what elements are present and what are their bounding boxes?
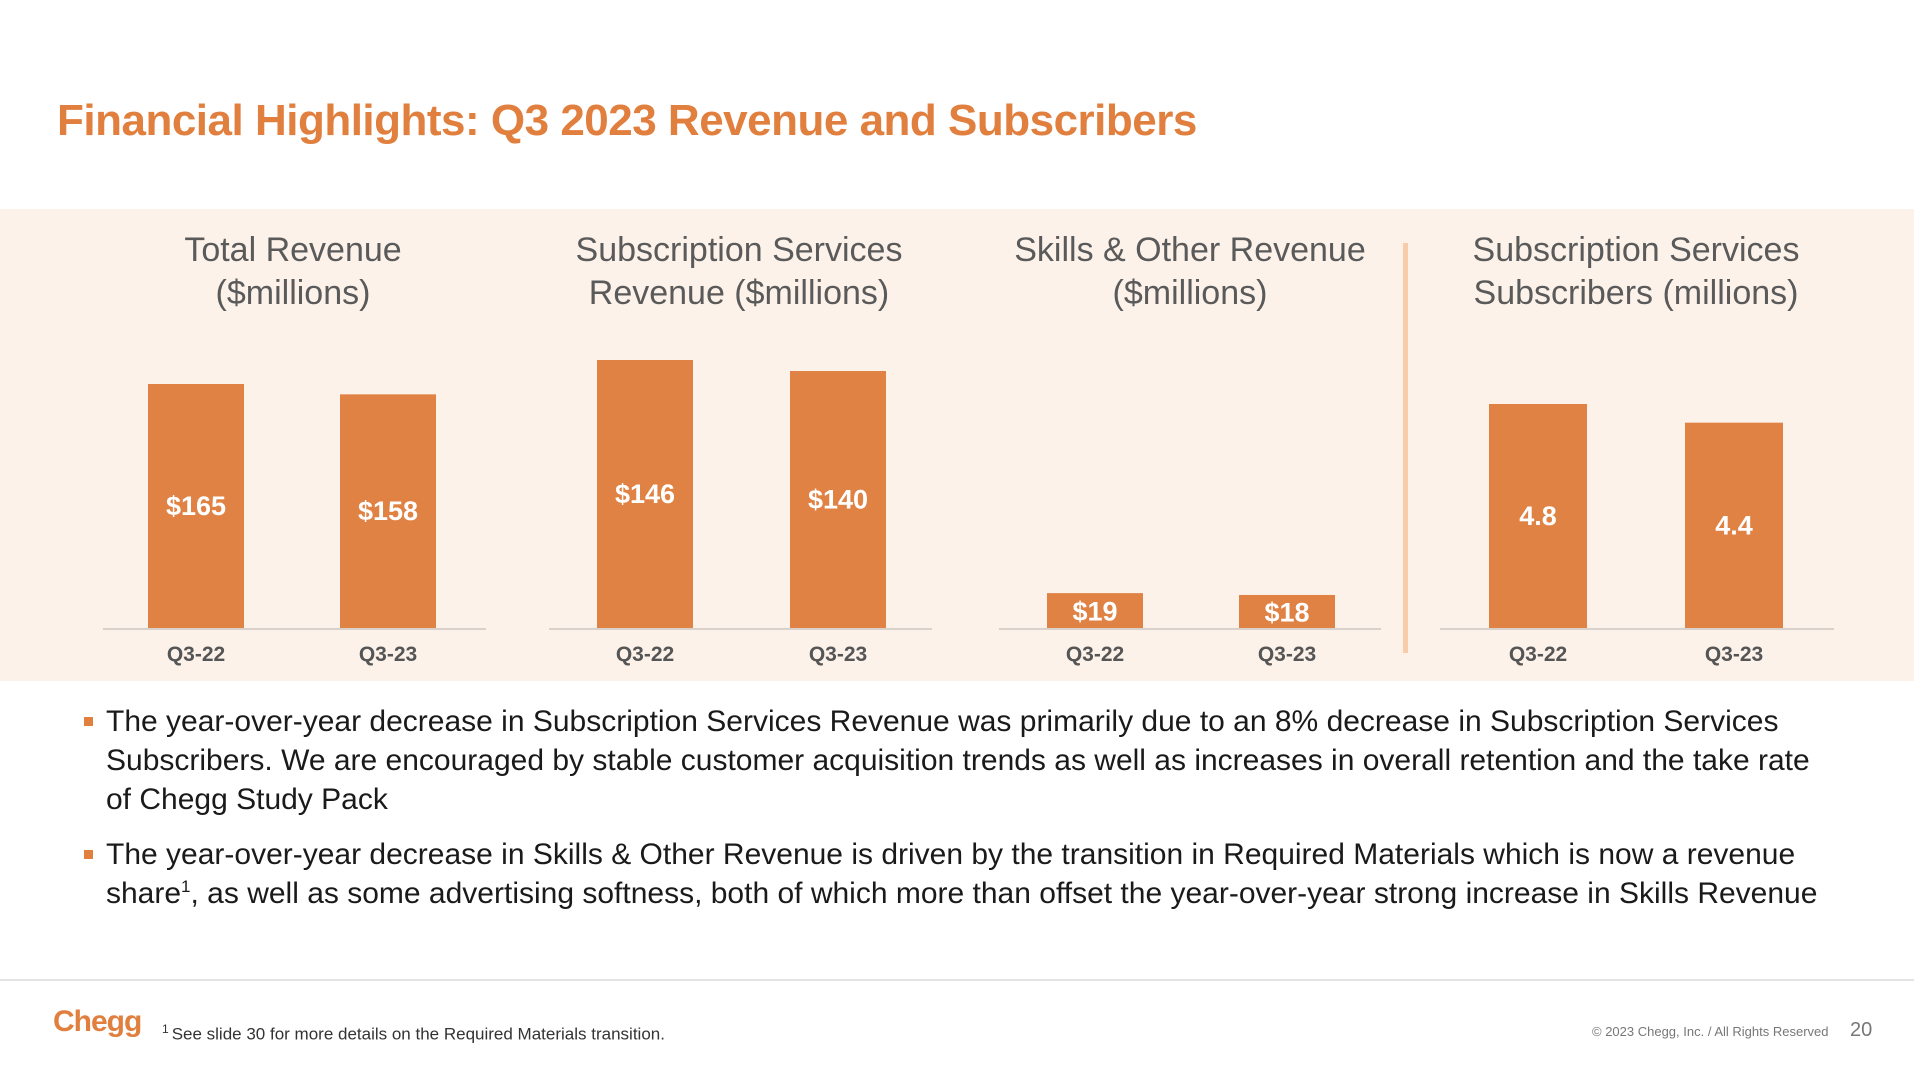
x-tick-label: Q3-22 xyxy=(167,643,225,666)
footnote-text: See slide 30 for more details on the Req… xyxy=(171,1024,665,1044)
chart-skills-other-revenue: Skills & Other Revenue ($millions) $19 Q3… xyxy=(997,209,1383,681)
bar-q3-22 xyxy=(148,384,244,628)
page-title: Financial Highlights: Q3 2023 Revenue an… xyxy=(57,96,1197,145)
copyright: © 2023 Chegg, Inc. / All Rights Reserved xyxy=(1592,1024,1829,1039)
chart-subscribers: Subscription Services Subscribers (milli… xyxy=(1438,209,1834,681)
x-tick-label: Q3-22 xyxy=(1066,643,1124,666)
chart-title: Total Revenue ($millions) xyxy=(100,229,486,315)
bar-value-label: $140 xyxy=(808,485,868,515)
bar-q3-23 xyxy=(1239,594,1335,628)
bar-value-label: $18 xyxy=(1264,597,1309,627)
bullet-square-icon xyxy=(84,850,93,859)
bar-value-label: 4.8 xyxy=(1519,501,1557,531)
x-tick-label: Q3-23 xyxy=(809,643,867,666)
bar-q3-23 xyxy=(790,371,886,628)
chart-title: Subscription Services Subscribers (milli… xyxy=(1438,229,1834,315)
bar-value-label: $19 xyxy=(1072,597,1117,627)
bar-value-label: $146 xyxy=(615,479,675,509)
bullet-text: The year-over-year decrease in Subscript… xyxy=(106,705,1810,816)
chart-title-line-2: Subscribers (millions) xyxy=(1473,274,1799,312)
chart-title-line-2: ($millions) xyxy=(1112,274,1268,312)
chart-svg: $19 Q3-22 $18 Q3-23 xyxy=(999,593,1381,666)
chart-title-line-1: Subscription Services xyxy=(1472,231,1800,269)
footnote-mark: 1 xyxy=(162,1022,169,1036)
bar-q3-22 xyxy=(1489,404,1587,628)
footnote-reference: 1 xyxy=(181,877,191,896)
bullet-item: The year-over-year decrease in Skills & … xyxy=(82,835,1842,913)
bar-value-label: $158 xyxy=(358,496,418,526)
bar-q3-23 xyxy=(340,394,436,628)
x-tick-label: Q3-23 xyxy=(1705,643,1763,666)
charts-panel: Total Revenue ($millions) $165 Q3-22 $158 Q… xyxy=(0,209,1914,681)
chart-title: Subscription Services Revenue ($millions… xyxy=(546,229,932,315)
commentary-bullets: The year-over-year decrease in Subscript… xyxy=(82,702,1842,929)
bar-value-label: $165 xyxy=(166,491,226,521)
chart-title-line-1: Skills & Other Revenue xyxy=(1014,231,1366,269)
chart-svg: 4.8 Q3-22 4.4 Q3-23 xyxy=(1440,404,1834,666)
bar-q3-22 xyxy=(1047,593,1143,628)
x-tick-label: Q3-23 xyxy=(1258,643,1316,666)
chart-divider xyxy=(1403,243,1408,653)
chart-title: Skills & Other Revenue ($millions) xyxy=(997,229,1383,315)
x-tick-label: Q3-22 xyxy=(1509,643,1567,666)
chart-svg: $165 Q3-22 $158 Q3-23 xyxy=(103,384,486,666)
chart-title-line-2: Revenue ($millions) xyxy=(588,274,890,312)
chart-title-line-1: Total Revenue xyxy=(184,231,402,269)
bullet-text-start: The year-over-year decrease in Skills & … xyxy=(106,838,1796,910)
chart-subscription-revenue: Subscription Services Revenue ($millions… xyxy=(546,209,932,681)
bar-q3-22 xyxy=(597,360,693,628)
bullet-text-end: , as well as some advertising softness, … xyxy=(190,877,1818,910)
x-tick-label: Q3-22 xyxy=(616,643,674,666)
page-number: 20 xyxy=(1850,1019,1873,1041)
bar-q3-23 xyxy=(1685,422,1783,628)
chart-total-revenue: Total Revenue ($millions) $165 Q3-22 $158 Q… xyxy=(100,209,486,681)
chart-title-line-1: Subscription Services xyxy=(575,231,903,269)
x-tick-label: Q3-23 xyxy=(359,643,417,666)
bullet-square-icon xyxy=(84,717,93,726)
chart-title-line-2: ($millions) xyxy=(215,274,371,312)
bar-value-label: 4.4 xyxy=(1715,510,1753,540)
chart-svg: $146 Q3-22 $140 Q3-23 xyxy=(549,360,932,666)
bullet-item: The year-over-year decrease in Subscript… xyxy=(82,702,1842,819)
footnote: 1 See slide 30 for more details on the Re… xyxy=(162,1022,665,1045)
chegg-logo: Chegg xyxy=(53,1005,142,1038)
footer-divider xyxy=(0,979,1914,981)
